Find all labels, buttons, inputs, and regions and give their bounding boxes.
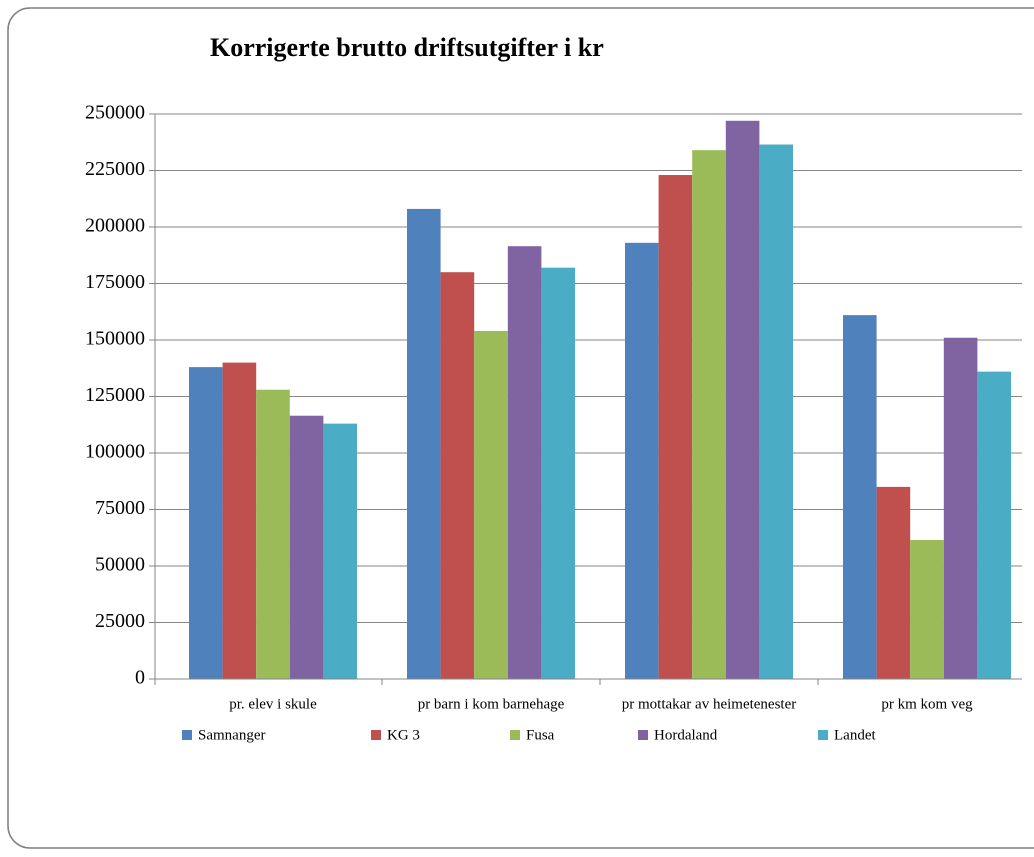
bar — [222, 362, 257, 679]
y-tick-label: 225000 — [85, 158, 145, 180]
legend-label: KG 3 — [387, 727, 420, 743]
x-tick-label: pr km kom veg — [881, 696, 973, 712]
bar — [407, 208, 441, 680]
bar — [507, 246, 542, 679]
legend-label: Fusa — [526, 727, 555, 743]
y-tick-label: 75000 — [95, 497, 145, 519]
bar — [440, 272, 475, 679]
y-tick-label: 125000 — [85, 384, 145, 406]
bar — [189, 367, 223, 679]
bar — [541, 267, 575, 679]
legend-swatch — [371, 730, 381, 740]
y-tick-label: 25000 — [95, 610, 145, 632]
bar — [876, 486, 911, 679]
bar — [910, 540, 944, 679]
bar — [289, 415, 324, 679]
bar — [692, 150, 726, 679]
legend-label: Hordaland — [654, 727, 718, 743]
y-tick-label: 200000 — [85, 215, 145, 237]
bar — [725, 120, 760, 679]
bar — [943, 337, 978, 679]
legend-swatch — [638, 730, 648, 740]
legend-label: Landet — [834, 727, 876, 743]
bar — [977, 371, 1011, 679]
bar — [843, 315, 877, 679]
legend-label: Samnanger — [198, 727, 265, 743]
bar — [759, 144, 793, 679]
bar — [625, 242, 659, 679]
bar — [474, 330, 508, 679]
y-tick-label: 50000 — [95, 554, 145, 576]
legend-swatch — [818, 730, 828, 740]
legend-swatch — [510, 730, 520, 740]
chart-title: Korrigerte brutto driftsutgifter i kr — [210, 33, 604, 62]
y-tick-label: 150000 — [85, 328, 145, 350]
y-tick-label: 175000 — [85, 271, 145, 293]
y-tick-label: 0 — [135, 667, 145, 689]
x-tick-label: pr mottakar av heimetenester — [622, 696, 797, 712]
x-tick-label: pr barn i kom barnehage — [418, 696, 565, 712]
bar — [323, 423, 357, 679]
legend-swatch — [182, 730, 192, 740]
x-tick-label: pr. elev i skule — [229, 696, 317, 712]
y-tick-label: 250000 — [85, 102, 145, 124]
bar — [658, 175, 693, 679]
y-tick-label: 100000 — [85, 441, 145, 463]
bar — [256, 389, 290, 679]
